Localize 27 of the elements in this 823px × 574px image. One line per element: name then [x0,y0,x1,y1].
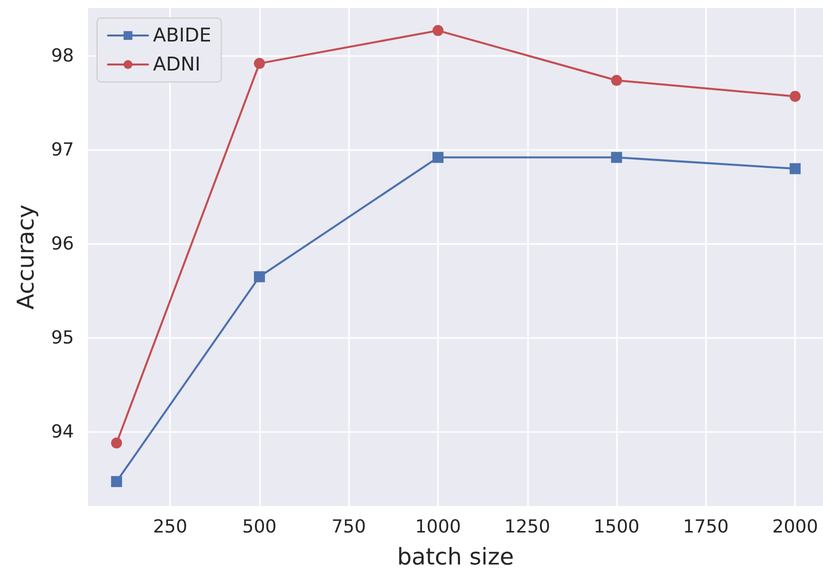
y-tick-label: 98 [51,45,74,66]
legend-label: ADNI [153,54,200,76]
point [111,476,122,488]
y-axis-title: Accuracy [14,204,40,310]
x-tick-label: 1000 [415,516,461,538]
point [432,152,444,163]
point [611,152,622,163]
x-tick-label: 1750 [682,516,729,538]
y-tick-label: 94 [51,421,74,442]
y-tick-label: 97 [51,139,74,160]
legend-label: ABIDE [153,24,212,46]
x-tick-label: 750 [332,516,366,538]
point [611,74,622,86]
y-tick-label: 95 [51,327,74,348]
x-tick-label: 250 [152,516,188,538]
point [790,163,801,174]
point [111,438,122,449]
x-tick-label: 1250 [504,516,550,538]
y-tick-label: 96 [51,233,74,254]
point [432,25,444,36]
x-tick-label: 1500 [594,516,640,538]
point [790,90,801,102]
x-axis-title: batch size [397,544,514,570]
point [254,271,265,282]
point [254,58,265,69]
x-tick-label: 500 [242,516,277,538]
x-tick-label: 2000 [772,516,818,538]
